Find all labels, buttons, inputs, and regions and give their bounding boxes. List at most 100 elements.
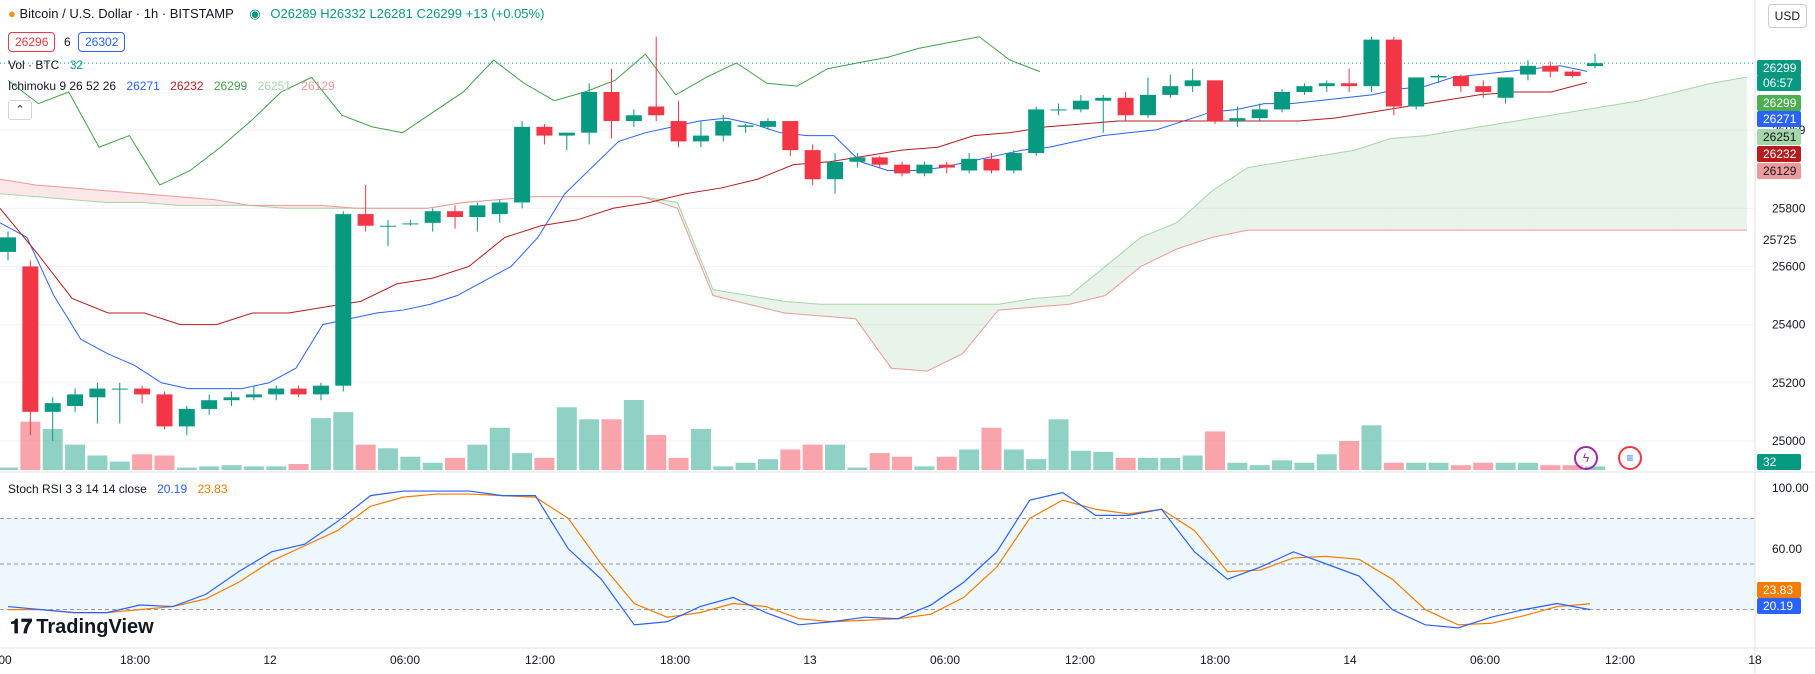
candle-body	[1430, 75, 1447, 78]
symbol-header[interactable]: ● Bitcoin / U.S. Dollar · 1h · BITSTAMP …	[8, 6, 544, 22]
volume-bar	[1428, 462, 1449, 470]
candle-body	[670, 121, 687, 142]
ohlc-close: C26299	[416, 6, 463, 21]
cloud-segment	[1675, 83, 1712, 231]
lightning-event-icon[interactable]: ϟ	[1574, 446, 1598, 470]
candle-body	[89, 388, 106, 398]
rsi-tag-label: 20.19	[1763, 599, 1793, 613]
rsi-tag-box	[1757, 598, 1801, 614]
volume-bar	[109, 461, 130, 470]
price-tag-label: 26129	[1763, 164, 1797, 178]
cloud-segment	[1533, 112, 1569, 231]
price-tag-label: 26232	[1763, 147, 1797, 161]
candle-body	[469, 205, 486, 218]
volume-legend[interactable]: Vol · BTC 32	[8, 58, 83, 72]
volume-bar	[512, 453, 533, 470]
candle-body	[692, 135, 709, 142]
cloud-segment	[891, 304, 927, 372]
cloud-segment	[1497, 118, 1534, 231]
cloud-segment	[677, 202, 714, 296]
candle-body	[625, 115, 642, 122]
sell-price-button[interactable]: 26296	[8, 32, 56, 52]
candle-body	[1139, 94, 1156, 116]
cloud-segment	[784, 301, 821, 316]
spread-value: 6	[64, 35, 71, 49]
time-tick-label: 12	[263, 653, 277, 667]
volume-bar	[668, 457, 689, 470]
price-tick-label: 25400	[1772, 318, 1806, 332]
price-tag-box	[1757, 111, 1801, 127]
candle-body	[1184, 80, 1201, 87]
volume-bar	[310, 418, 331, 470]
volume-bar	[199, 466, 220, 470]
candle-body	[782, 121, 799, 151]
time-tick-label: 2:00	[0, 653, 12, 667]
candle-body	[581, 91, 598, 133]
stoch-rsi-label: Stoch RSI 3 3 14 14 close	[8, 482, 147, 496]
candle-body	[335, 214, 352, 386]
volume-bar	[1093, 451, 1114, 470]
ohlc-low: L26281	[369, 6, 413, 21]
ichimoku-chikou-value: 26299	[213, 79, 248, 93]
candle-body	[983, 158, 1000, 171]
candle-body	[1207, 80, 1224, 122]
volume-bar	[892, 456, 913, 470]
candle-body	[67, 394, 84, 407]
candle-body	[357, 214, 374, 226]
stoch-rsi-legend[interactable]: Stoch RSI 3 3 14 14 close 20.19 23.83	[8, 482, 228, 496]
volume-bar	[1003, 449, 1024, 470]
price-tag-label: 25725	[1763, 233, 1797, 247]
volume-bar	[1339, 441, 1360, 470]
currency-selector[interactable]: USD	[1767, 4, 1807, 28]
cloud-segment	[1247, 161, 1284, 231]
volume-bar	[646, 435, 667, 470]
candle-body	[737, 125, 754, 127]
price-tag-label: 32	[1763, 455, 1777, 469]
candle-body	[1117, 97, 1134, 116]
cloud-segment	[1390, 135, 1427, 231]
market-status-icon: ◉	[249, 6, 261, 21]
candle-body	[1251, 109, 1268, 119]
candle-body	[0, 237, 16, 252]
time-tick-label: 18	[1748, 653, 1762, 667]
cloud-segment	[71, 187, 107, 203]
rsi-tag-label: 23.83	[1763, 583, 1793, 597]
stoch-k-value: 20.19	[157, 482, 188, 496]
candle-body	[871, 157, 888, 165]
us-economic-event-icon[interactable]: ≡	[1618, 446, 1642, 470]
span-b-line	[0, 178, 1747, 372]
tradingview-mark-icon: 𝟏𝟕	[10, 616, 33, 638]
candle-body	[715, 121, 732, 136]
candle-body	[1318, 83, 1335, 87]
buy-price-button[interactable]: 26302	[78, 32, 126, 52]
cloud-segment	[1033, 295, 1070, 308]
ichimoku-legend[interactable]: Ichimoku 9 26 52 26 26271 26232 26299 26…	[8, 79, 342, 93]
volume-bar	[467, 444, 488, 470]
tradingview-logo[interactable]: 𝟏𝟕 TradingView	[10, 616, 154, 639]
volume-bar	[825, 444, 846, 470]
volume-bar	[780, 449, 801, 470]
rsi-tag-box	[1757, 582, 1801, 598]
candle-body	[1296, 86, 1313, 92]
ohlc-high: H26332	[320, 6, 366, 21]
candle-body	[424, 211, 441, 223]
candle-body	[312, 385, 329, 395]
volume-bar	[288, 463, 309, 470]
price-tag-box	[1757, 129, 1801, 145]
volume-bar	[959, 449, 980, 470]
volume-bar	[1048, 419, 1069, 470]
price-tag-box	[1757, 60, 1801, 76]
candle-body	[1363, 39, 1380, 87]
price-tag-label: 26299	[1763, 61, 1797, 75]
cloud-segment	[1711, 77, 1747, 231]
ichimoku-span-a-value: 26251	[257, 79, 291, 93]
ichimoku-kijun-value: 26232	[170, 79, 204, 93]
volume-bar	[802, 444, 823, 470]
stoch-d-value: 23.83	[197, 482, 228, 496]
volume-bar	[42, 428, 63, 470]
chikou-line	[7, 36, 1041, 186]
candle-body	[379, 225, 396, 227]
collapse-legend-button[interactable]: ⌃	[8, 100, 32, 120]
cloud-segment	[1212, 167, 1248, 238]
